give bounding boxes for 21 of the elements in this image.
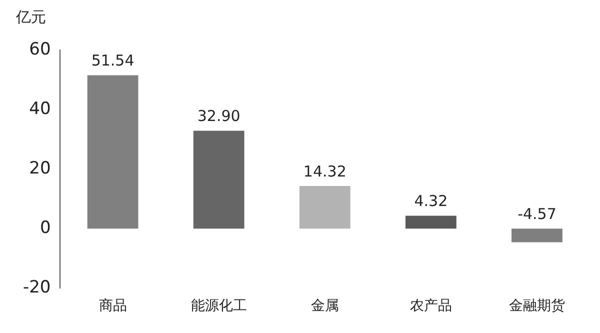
y-axis-title: 亿元: [16, 8, 46, 27]
data-label: 51.54: [91, 52, 134, 70]
bar: [512, 228, 562, 242]
x-tick-label: 金融期货: [508, 298, 565, 314]
bar: [405, 216, 456, 229]
y-tick-label: 0: [40, 218, 51, 238]
y-tick-label: -20: [22, 278, 51, 298]
x-tick-label: 商品: [98, 298, 127, 314]
bar: [299, 186, 350, 229]
bar: [87, 75, 138, 229]
bar: [193, 130, 244, 229]
x-tick-label: 能源化工: [190, 298, 247, 314]
y-tick-label: 40: [29, 98, 51, 119]
data-label: 32.90: [197, 107, 240, 126]
y-tick-label: 20: [29, 158, 51, 179]
y-tick-label: 60: [29, 39, 51, 60]
x-tick-label: 金属: [310, 298, 339, 314]
data-label: 14.32: [303, 162, 346, 180]
data-label: 4.32: [414, 192, 448, 210]
data-label: -4.57: [518, 205, 556, 224]
x-tick-label: 农产品: [410, 298, 452, 314]
